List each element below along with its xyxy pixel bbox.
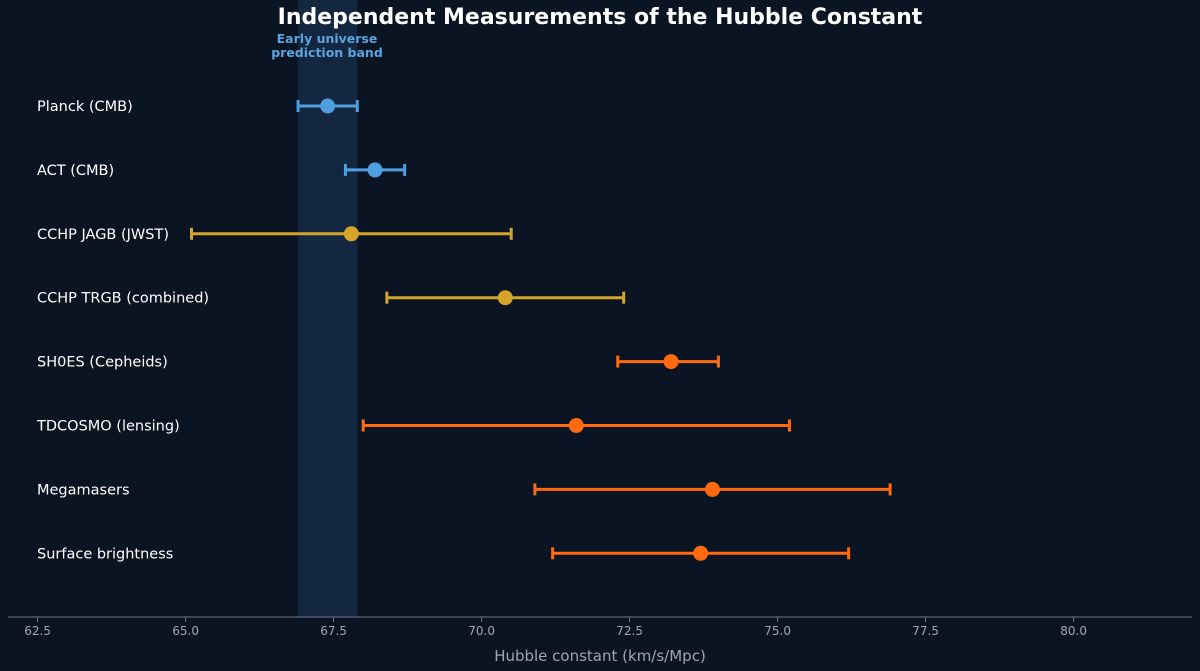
x-axis-title: Hubble constant (km/s/Mpc) — [494, 647, 706, 665]
measurement-row: ACT (CMB) — [37, 162, 407, 179]
measurement-label: SH0ES (Cepheids) — [37, 355, 168, 371]
measurement-point — [693, 545, 709, 561]
measurement-rows: Planck (CMB) ACT (CMB) CCHP JAGB (JWST) CCH… — [36, 98, 892, 562]
x-axis-ticks: 62.5 65.0 67.5 70.0 72.5 75.0 77.5 80.0 — [24, 617, 1087, 638]
band-label-line-1: Early universe — [277, 31, 378, 46]
measurement-label: TDCOSMO (lensing) — [36, 419, 180, 435]
x-tick-label: 62.5 — [24, 624, 51, 638]
measurement-point — [497, 290, 513, 306]
measurement-row: CCHP JAGB (JWST) — [37, 226, 513, 243]
measurement-row: Surface brightness — [37, 545, 851, 562]
measurement-row: Megamasers — [37, 481, 892, 498]
measurement-point — [367, 162, 383, 178]
x-tick-label: 80.0 — [1060, 624, 1087, 638]
measurement-point — [663, 354, 679, 370]
chart-title: Independent Measurements of the Hubble C… — [278, 5, 923, 30]
measurement-row: CCHP TRGB (combined) — [37, 290, 626, 307]
measurement-label: Surface brightness — [37, 546, 173, 562]
measurement-row: SH0ES (Cepheids) — [37, 354, 720, 371]
measurement-label: CCHP JAGB (JWST) — [37, 227, 169, 243]
measurement-row: TDCOSMO (lensing) — [36, 418, 791, 435]
measurement-point — [704, 481, 720, 497]
measurement-label: Planck (CMB) — [37, 99, 133, 115]
measurement-row: Planck (CMB) — [37, 98, 359, 115]
band-label-line-2: prediction band — [271, 45, 383, 60]
measurement-label: Megamasers — [37, 482, 130, 498]
x-tick-label: 77.5 — [912, 624, 939, 638]
x-tick-label: 70.0 — [468, 624, 495, 638]
measurement-point — [343, 226, 359, 242]
measurement-point — [320, 98, 336, 114]
x-tick-label: 75.0 — [764, 624, 791, 638]
measurement-label: ACT (CMB) — [37, 163, 114, 179]
measurement-label: CCHP TRGB (combined) — [37, 291, 209, 307]
x-tick-label: 72.5 — [616, 624, 643, 638]
early-universe-band — [298, 0, 358, 617]
measurement-point — [568, 418, 584, 433]
x-tick-label: 67.5 — [320, 624, 347, 638]
x-tick-label: 65.0 — [172, 624, 199, 638]
